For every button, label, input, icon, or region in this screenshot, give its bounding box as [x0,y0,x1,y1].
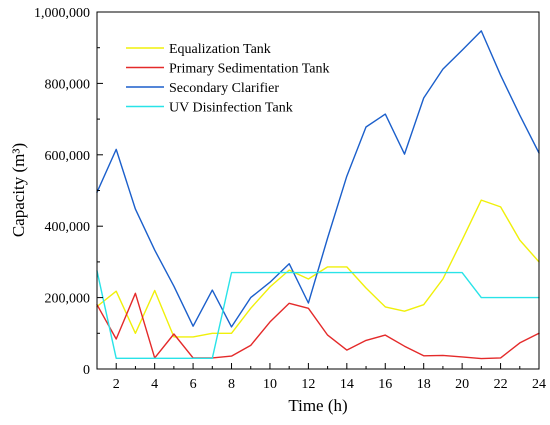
axes-layer: 2 4 6 8 10 12 14 16 18 20 22 240200,000400,000600,0… [34,6,546,392]
x-tick-label: 6 [190,377,197,392]
y-tick-label: 1,000,000 [34,6,90,21]
y-tick-label: 0 [83,363,90,378]
legend-entry: Primary Sedimentation Tank [126,62,330,77]
x-tick-label: 18 [417,377,431,392]
series-line-secondary-clarifier [96,30,540,328]
series-line-primary-sedimentation-tank [96,292,540,360]
y-tick-label: 200,000 [45,292,91,307]
x-tick-label: 22 [494,377,508,392]
x-tick-label: 16 [378,377,392,392]
legend-entry: UV Disinfection Tank [126,101,293,116]
y-axis-label: Capacity (m³) [9,143,28,237]
series-line-uv-disinfection-tank [96,270,540,359]
y-tick-label: 800,000 [45,77,91,92]
x-tick-label: 24 [532,377,546,392]
x-tick-label: 2 [113,377,120,392]
y-tick-label: 400,000 [45,220,91,235]
legend: Equalization Tank Primary Sedimentation T… [126,42,330,116]
x-tick-label: 4 [151,377,158,392]
legend-entry: Secondary Clarifier [126,81,279,96]
legend-entry: Equalization Tank [126,42,271,57]
legend-label: Equalization Tank [169,42,271,57]
x-tick-label: 14 [340,377,354,392]
y-tick-label: 600,000 [45,149,91,164]
legend-label: Primary Sedimentation Tank [169,62,330,77]
series-layer [96,30,540,360]
legend-label: UV Disinfection Tank [169,101,293,116]
x-tick-label: 10 [263,377,277,392]
x-tick-label: 12 [301,377,315,392]
x-axis-label: Time (h) [288,396,347,415]
legend-label: Secondary Clarifier [169,81,279,96]
x-tick-label: 8 [228,377,235,392]
x-tick-label: 20 [455,377,469,392]
